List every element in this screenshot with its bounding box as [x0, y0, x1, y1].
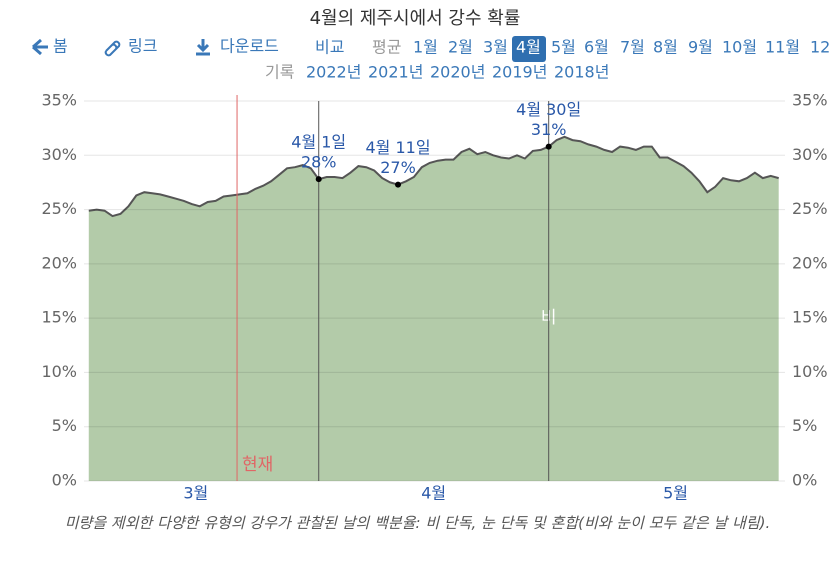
month-link[interactable]: 1월: [413, 38, 438, 57]
y2-tick-label: 30%: [792, 145, 828, 164]
nav-link[interactable]: 봄: [53, 37, 68, 56]
y-tick-label: 20%: [41, 253, 77, 272]
records-label: 기록: [265, 63, 294, 82]
y2-tick-label: 20%: [792, 253, 828, 272]
y-tick-label: 0%: [52, 471, 77, 490]
year-link[interactable]: 2020년: [430, 63, 485, 82]
now-label: 현재: [242, 455, 273, 475]
y-tick-label: 5%: [52, 416, 77, 435]
y-tick-label: 15%: [41, 308, 77, 327]
nav-compare[interactable]: 비교: [315, 38, 344, 57]
y-tick-label: 30%: [41, 145, 77, 164]
year-link[interactable]: 2022년: [306, 63, 361, 82]
month-link[interactable]: 10월: [722, 38, 757, 57]
month-link[interactable]: 4월: [516, 38, 541, 57]
chart: 4월의 제주시에서 강수 확률 봄 링크 다운로드 비교 평균 1월 2월 3월 4월 5월 6월 7…: [32, 8, 831, 503]
y2-tick-label: 5%: [792, 416, 817, 435]
annotation-value: 27%: [380, 158, 416, 177]
annotation-dot: [315, 176, 322, 183]
month-link[interactable]: 8월: [653, 38, 678, 57]
month-link[interactable]: 2월: [448, 38, 473, 57]
month-link[interactable]: 6월: [584, 38, 609, 57]
chart-title: 4월의 제주시에서 강수 확률: [310, 8, 521, 29]
back-icon: [32, 38, 48, 56]
active-month-bg: [512, 36, 546, 62]
y-tick-label: 35%: [41, 91, 77, 110]
y2-tick-label: 0%: [792, 471, 817, 490]
month-link[interactable]: 12월: [810, 38, 831, 57]
month-link[interactable]: 11월: [765, 38, 800, 57]
y2-tick-label: 35%: [792, 91, 828, 110]
annotation-date: 4월 30일: [516, 100, 581, 119]
download-icon: [196, 39, 210, 56]
y2-tick-label: 15%: [792, 308, 828, 327]
annotation-date: 4월 1일: [291, 133, 346, 152]
annotation-dot: [545, 143, 552, 150]
nav-average: 평균: [372, 38, 401, 57]
annotation-value: 28%: [301, 153, 337, 172]
month-link[interactable]: 7월: [620, 38, 645, 57]
month-link[interactable]: 9월: [688, 38, 713, 57]
y2-tick-label: 10%: [792, 362, 828, 381]
annotation-value: 31%: [531, 120, 567, 139]
link-icon: [104, 40, 121, 57]
year-link[interactable]: 2019년: [492, 63, 547, 82]
nav-link[interactable]: 다운로드: [220, 37, 279, 56]
year-link[interactable]: 2021년: [368, 63, 423, 82]
x-tick-label: 3월: [183, 484, 208, 503]
area: [88, 136, 779, 482]
month-link[interactable]: 3월: [483, 38, 508, 57]
nav-link[interactable]: 링크: [128, 37, 157, 56]
line: [88, 135, 779, 218]
month-link[interactable]: 5월: [551, 38, 576, 57]
x-tick-label: 4월: [421, 484, 446, 503]
y-tick-label: 25%: [41, 199, 77, 218]
annotation-date: 4월 11일: [365, 138, 430, 157]
caption: 미량을 제외한 다양한 유형의 강우가 관찰된 날의 백분율: 비 단독, 눈 …: [64, 514, 771, 532]
x-tick-label: 5월: [663, 484, 688, 503]
annotation-dot: [395, 181, 402, 188]
y-tick-label: 10%: [41, 362, 77, 381]
y2-tick-label: 25%: [792, 199, 828, 218]
year-link[interactable]: 2018년: [554, 63, 609, 82]
